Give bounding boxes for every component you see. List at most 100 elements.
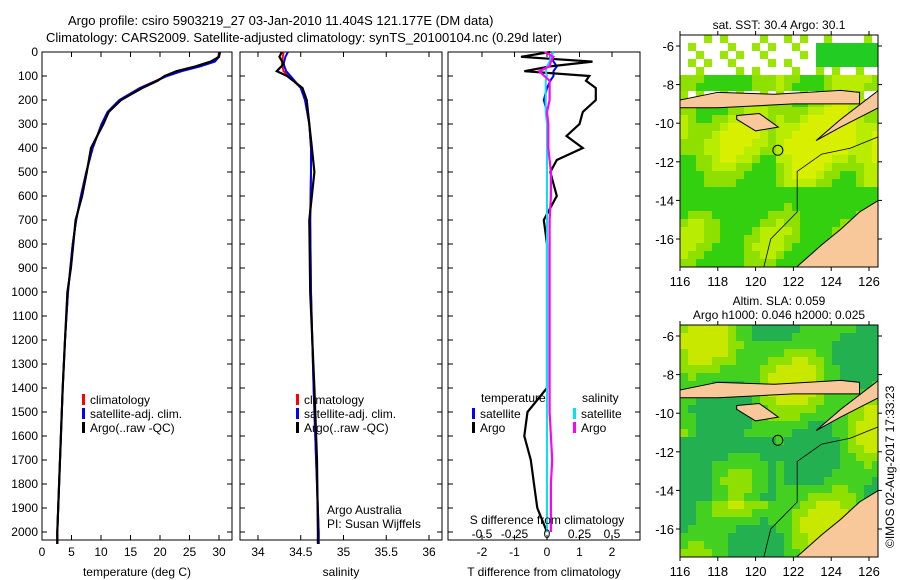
field-cell <box>792 123 801 132</box>
field-cell <box>752 227 761 236</box>
field-cell <box>768 187 777 196</box>
field-cell <box>768 365 777 374</box>
field-cell <box>760 195 769 204</box>
field-cell <box>824 203 833 212</box>
field-cell <box>800 533 809 542</box>
field-cell <box>728 493 737 502</box>
field-cell <box>704 139 713 148</box>
field-cell <box>816 461 825 470</box>
field-cell <box>704 123 713 132</box>
field-cell <box>816 477 825 486</box>
field-cell <box>864 59 873 68</box>
field-cell <box>768 147 777 156</box>
field-cell <box>704 179 713 188</box>
field-cell <box>688 405 697 414</box>
field-cell <box>736 413 745 422</box>
field-cell <box>760 533 769 542</box>
field-cell <box>800 131 809 140</box>
field-cell <box>696 429 705 438</box>
field-cell <box>712 59 721 68</box>
field-cell <box>784 171 793 180</box>
field-cell <box>688 333 697 342</box>
field-cell <box>680 195 689 204</box>
field-cell <box>856 67 865 76</box>
field-cell <box>752 429 761 438</box>
field-cell <box>736 131 745 140</box>
field-cell <box>696 405 705 414</box>
field-cell <box>832 171 841 180</box>
field-cell <box>872 195 878 204</box>
field-cell <box>696 203 705 212</box>
lon-tick-label: 126 <box>858 274 880 289</box>
field-cell <box>696 187 705 196</box>
field-cell <box>848 195 857 204</box>
field-cell <box>712 251 721 260</box>
field-cell <box>696 413 705 422</box>
field-cell <box>760 203 769 212</box>
field-cell <box>704 397 713 406</box>
x-tick-label: 2 <box>609 545 616 559</box>
field-cell <box>792 501 801 510</box>
field-cell <box>728 549 737 557</box>
x-tick-label: 34 <box>251 545 265 559</box>
map-title: sat. SST: 30.4 Argo: 30.1 <box>713 18 846 32</box>
field-cell <box>824 51 833 60</box>
field-cell <box>704 51 713 60</box>
field-cell <box>720 477 729 486</box>
field-cell <box>760 501 769 510</box>
field-cell <box>776 147 785 156</box>
field-cell <box>768 35 777 44</box>
field-cell <box>704 67 713 76</box>
field-cell <box>784 453 793 462</box>
field-cell <box>856 493 865 502</box>
field-cell <box>856 179 865 188</box>
field-cell <box>760 251 769 260</box>
field-cell <box>752 171 761 180</box>
field-cell <box>840 131 849 140</box>
y-tick-label: 0 <box>31 45 38 59</box>
lon-tick-label: 126 <box>858 564 880 579</box>
field-cell <box>856 43 865 52</box>
field-cell <box>840 469 849 478</box>
field-cell <box>776 549 785 557</box>
field-cell <box>824 421 833 430</box>
field-cell <box>784 373 793 382</box>
field-cell <box>792 413 801 422</box>
field-cell <box>816 357 825 366</box>
field-cell <box>864 179 873 188</box>
field-cell <box>696 251 705 260</box>
field-cell <box>808 533 817 542</box>
field-cell <box>736 493 745 502</box>
field-cell <box>776 123 785 132</box>
field-cell <box>816 333 825 342</box>
field-cell <box>696 501 705 510</box>
field-cell <box>712 341 721 350</box>
field-cell <box>864 421 873 430</box>
field-cell <box>752 485 761 494</box>
field-cell <box>776 51 785 60</box>
field-cell <box>808 461 817 470</box>
field-cell <box>808 67 817 76</box>
field-cell <box>872 107 878 116</box>
field-cell <box>776 179 785 188</box>
field-cell <box>720 365 729 374</box>
field-cell <box>744 155 753 164</box>
field-cell <box>816 35 825 44</box>
field-cell <box>856 195 865 204</box>
field-cell <box>784 461 793 470</box>
field-cell <box>784 501 793 510</box>
field-cell <box>720 83 729 92</box>
field-cell <box>680 477 689 486</box>
field-cell <box>680 75 689 84</box>
field-cell <box>768 51 777 60</box>
field-cell <box>784 405 793 414</box>
field-cell <box>808 357 817 366</box>
x-tick-label: 0 <box>544 545 551 559</box>
field-cell <box>720 453 729 462</box>
field-cell <box>808 373 817 382</box>
field-cell <box>712 243 721 252</box>
field-cell <box>856 59 865 68</box>
field-cell <box>848 51 857 60</box>
field-cell <box>872 43 878 52</box>
field-cell <box>776 445 785 454</box>
